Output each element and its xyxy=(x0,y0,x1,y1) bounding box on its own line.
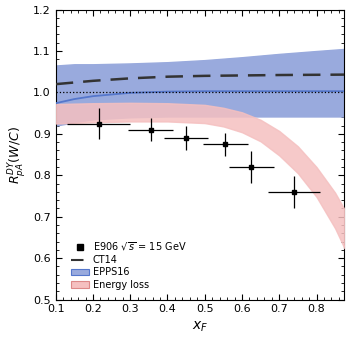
X-axis label: $x_F$: $x_F$ xyxy=(192,320,208,335)
Legend: E906 $\sqrt{s}$ = 15 GeV, CT14, EPPS16, Energy loss: E906 $\sqrt{s}$ = 15 GeV, CT14, EPPS16, … xyxy=(69,238,188,292)
Y-axis label: $R_{pA}^{DY}(W/C)$: $R_{pA}^{DY}(W/C)$ xyxy=(6,125,28,184)
